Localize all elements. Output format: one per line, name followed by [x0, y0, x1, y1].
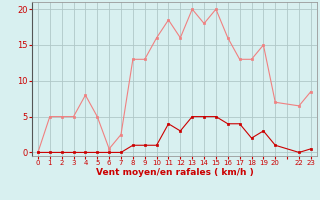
X-axis label: Vent moyen/en rafales ( km/h ): Vent moyen/en rafales ( km/h ): [96, 168, 253, 177]
